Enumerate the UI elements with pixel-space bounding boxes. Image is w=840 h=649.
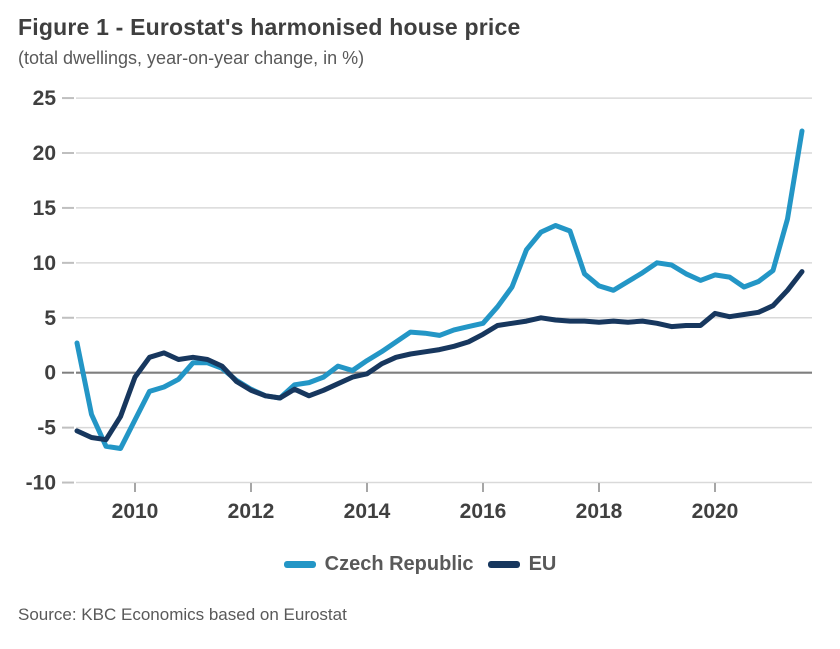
y-axis-label: 25 [33, 87, 57, 110]
y-axis-label: 10 [33, 252, 56, 275]
x-axis-label: 2014 [344, 500, 391, 523]
legend-item-eu: EU [487, 552, 557, 576]
legend-swatch-eu [487, 560, 520, 568]
x-axis-label: 2018 [576, 500, 623, 523]
y-axis-label: 0 [44, 362, 56, 385]
chart-legend: Czech Republic EU [0, 548, 840, 580]
source-note: Source: KBC Economics based on Eurostat [18, 605, 347, 624]
legend-item-czech-republic: Czech Republic [283, 552, 474, 576]
series-czech-republic [74, 128, 805, 451]
x-axis-label: 2010 [112, 500, 159, 523]
y-axis-label: 15 [33, 197, 57, 220]
legend-label-eu: EU [528, 552, 557, 575]
x-axis-label: 2020 [692, 500, 739, 523]
price-chart: 25 20 15 10 5 0 -5 -10 2010 2012 2014 2016 2018 2020 [26, 87, 812, 523]
y-axis-label: -5 [37, 417, 56, 440]
legend-label-czech-republic: Czech Republic [324, 552, 474, 575]
x-axis-label: 2012 [228, 500, 275, 523]
figure-title: Figure 1 - Eurostat's harmonised house p… [18, 14, 521, 40]
legend-swatch-czech-republic [283, 560, 316, 568]
figure-subtitle: (total dwellings, year-on-year change, i… [18, 48, 365, 68]
series-eu [74, 269, 805, 443]
x-axis-label: 2016 [460, 500, 507, 523]
y-axis-label: -10 [26, 472, 56, 495]
y-axis-label: 20 [33, 142, 56, 165]
y-axis-label: 5 [44, 307, 56, 330]
